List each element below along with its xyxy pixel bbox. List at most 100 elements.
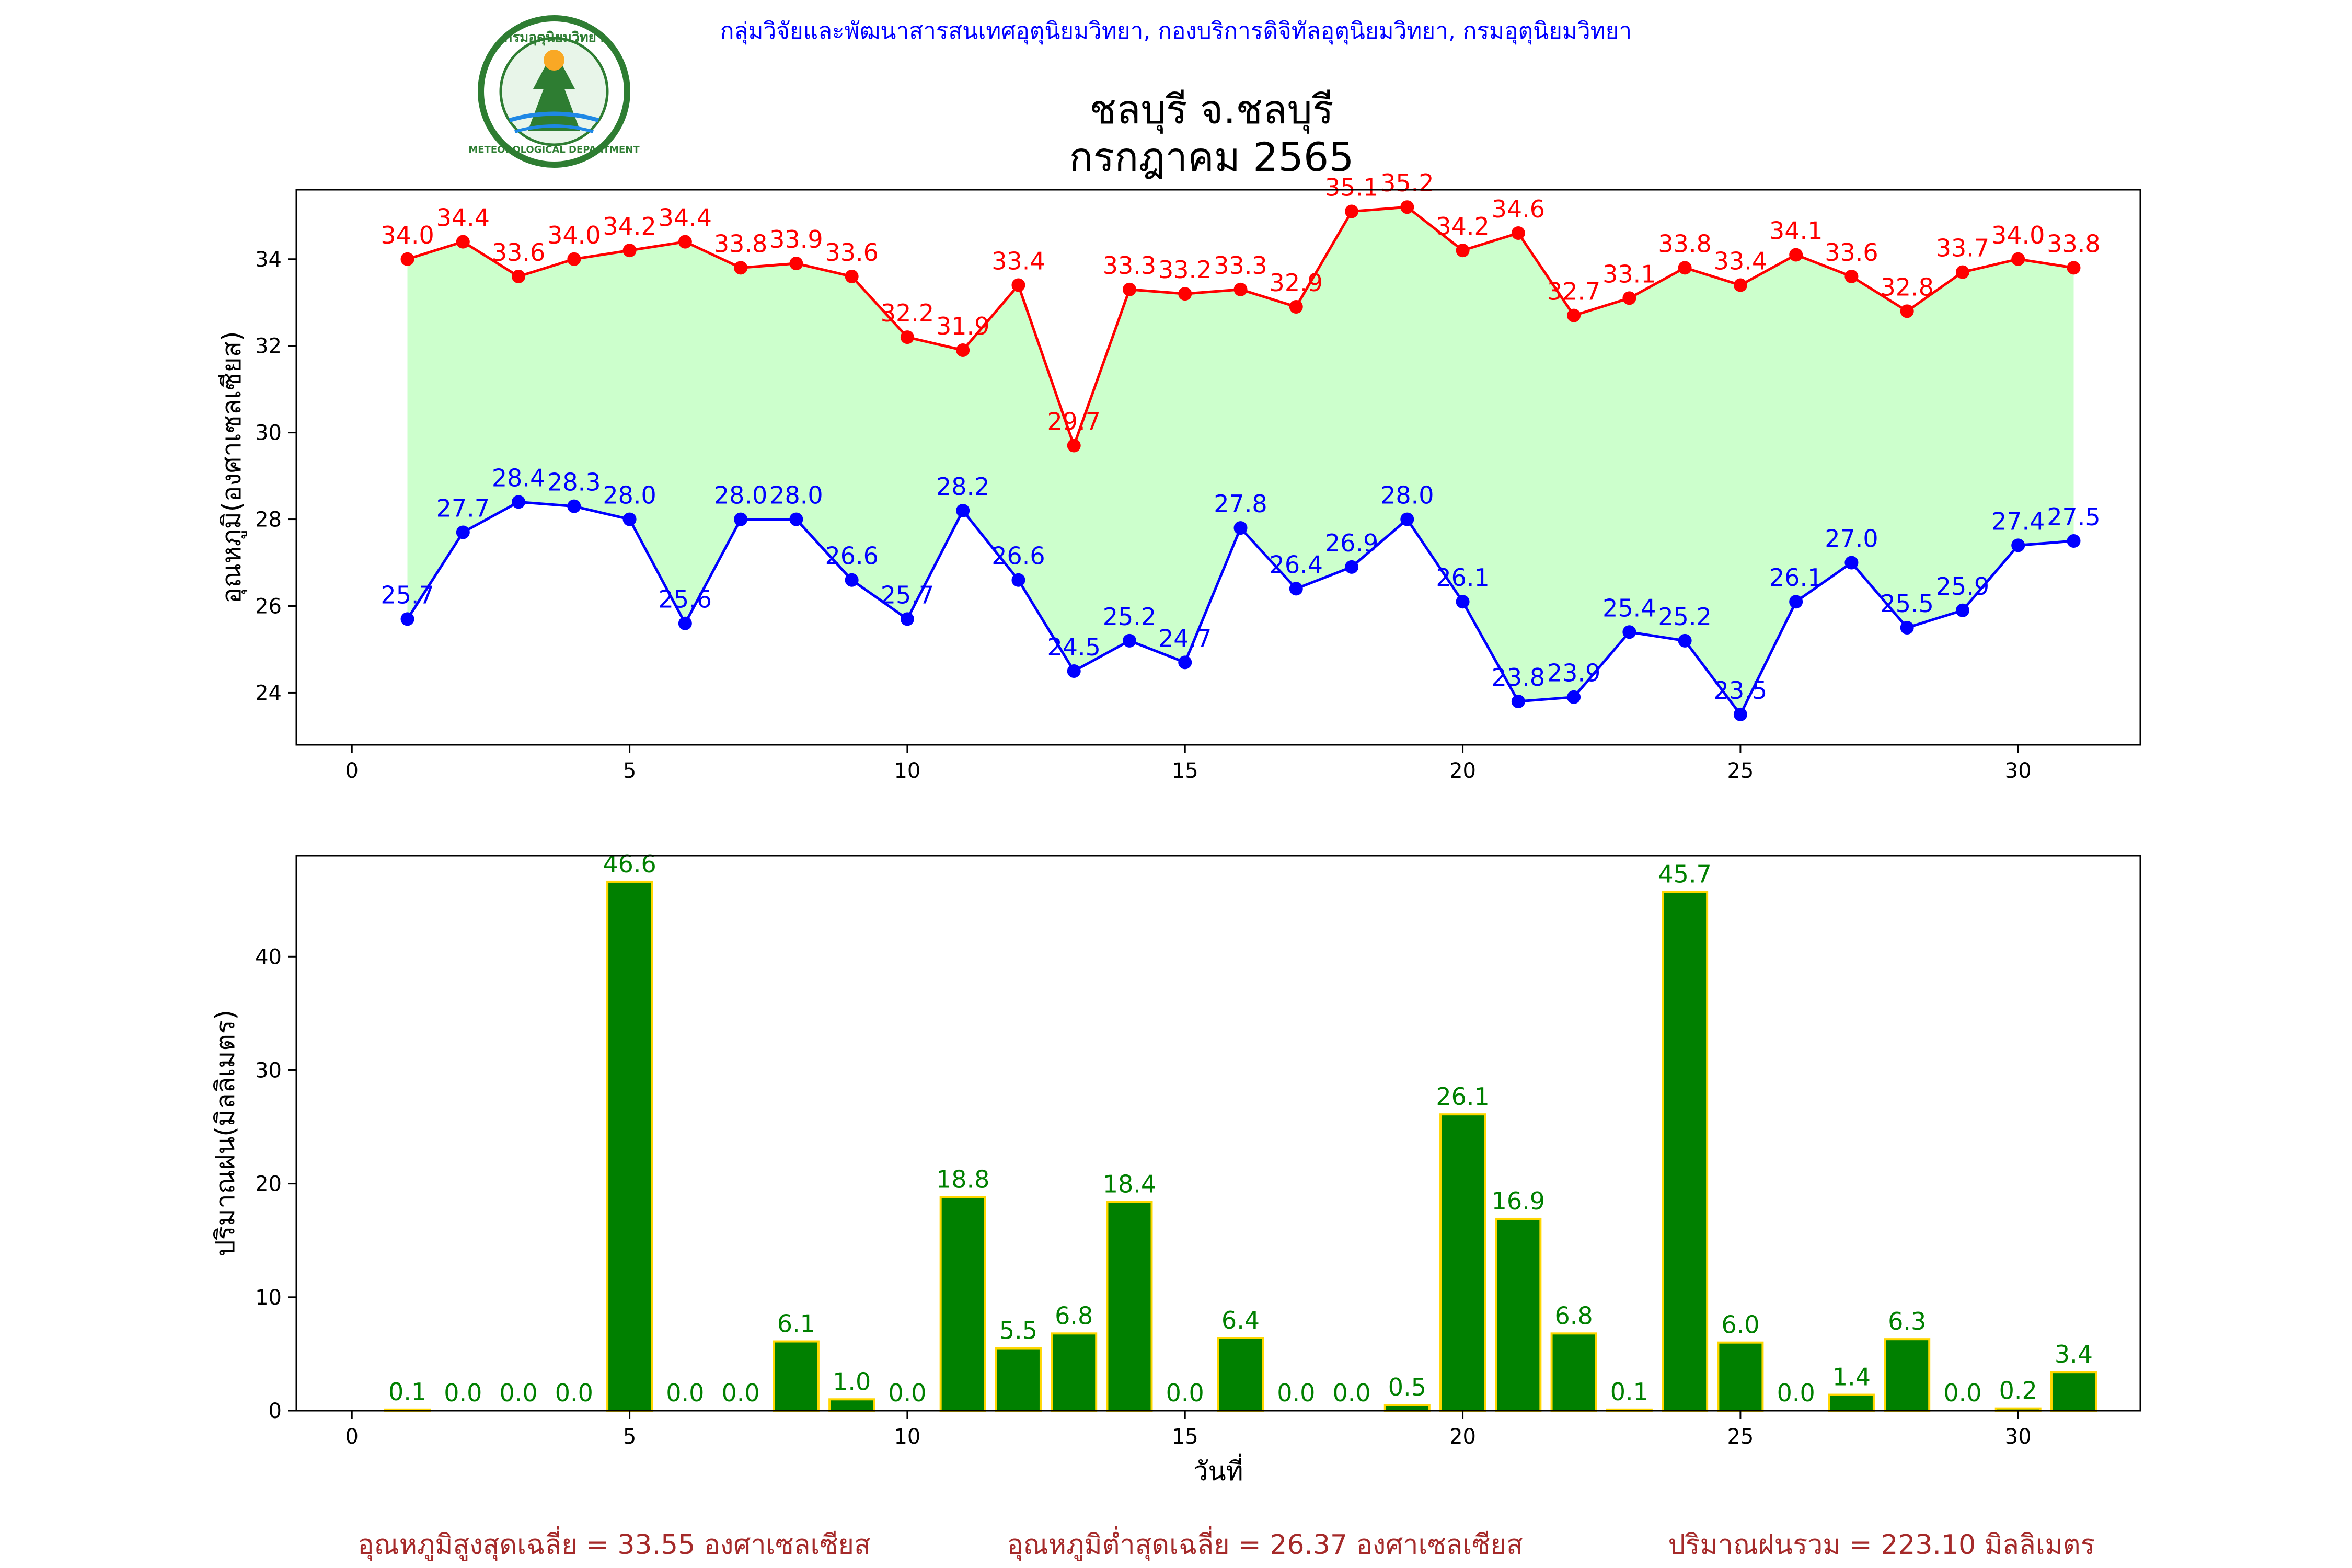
rainfall-chart: 0.1 0.0 0.0 0.0 46.6 0.0 0.0 6.1 1.0 0.0 18.8 5.5 6.…	[210, 850, 2141, 1486]
min-temperature-point	[2067, 534, 2081, 548]
max-temperature-point	[1567, 308, 1581, 322]
rainfall-bar-label: 3.4	[2055, 1340, 2093, 1368]
max-temperature-label: 33.7	[1936, 234, 1989, 262]
rainfall-bar-label: 0.0	[1277, 1379, 1315, 1407]
chart-title-line2: กรกฎาคม 2565	[1069, 134, 1354, 180]
rainfall-bar-label: 1.0	[833, 1367, 871, 1396]
max-temperature-point	[1456, 244, 1470, 258]
max-temperature-label: 33.6	[492, 238, 545, 267]
min-temperature-label: 28.2	[936, 472, 989, 501]
min-temperature-point	[1233, 521, 1248, 535]
max-temperature-label: 33.4	[991, 247, 1045, 275]
max-temperature-label: 32.9	[1270, 269, 1323, 297]
min-temperature-label: 26.9	[1325, 529, 1378, 557]
rainfall-bar	[2050, 1371, 2097, 1412]
max-temperature-label: 33.9	[769, 225, 823, 253]
temperature-x-tick-label: 20	[1449, 759, 1476, 783]
max-temperature-label: 34.1	[1769, 216, 1823, 245]
min-temperature-point	[512, 495, 526, 509]
rainfall-bar-label: 18.8	[936, 1166, 989, 1194]
rainfall-x-axis-label: วันที่	[1193, 1454, 1243, 1486]
min-temperature-point	[1900, 620, 1914, 635]
max-temperature-label: 32.8	[1880, 273, 1933, 301]
min-temperature-point	[2011, 538, 2025, 552]
max-temperature-point	[1900, 304, 1914, 318]
rainfall-bar-label: 6.8	[1055, 1301, 1093, 1330]
rainfall-bar-label: 18.4	[1103, 1170, 1156, 1198]
temperature-y-axis: 24 26 28 30 32 34	[255, 248, 296, 705]
min-temperature-point	[678, 616, 692, 630]
max-temperature-point	[1345, 204, 1359, 218]
rainfall-bar-label: 45.7	[1658, 860, 1711, 888]
max-temperature-label: 29.7	[1047, 408, 1101, 436]
max-temperature-label: 33.1	[1602, 260, 1656, 288]
max-temperature-label: 32.7	[1547, 278, 1600, 306]
rainfall-x-tick-label: 0	[345, 1425, 359, 1449]
max-temperature-point	[456, 235, 470, 249]
rainfall-bar-label: 0.0	[1332, 1379, 1370, 1407]
min-temperature-label: 26.1	[1769, 563, 1823, 592]
min-temperature-point	[1567, 690, 1581, 704]
min-temperature-point	[1789, 595, 1803, 609]
max-temperature-point	[1067, 439, 1081, 453]
rainfall-x-tick-label: 30	[2005, 1425, 2032, 1449]
max-temperature-point	[622, 244, 637, 258]
min-temperature-label: 25.5	[1880, 590, 1933, 618]
max-temperature-label: 33.3	[1103, 251, 1156, 280]
min-temperature-label: 28.4	[492, 464, 545, 492]
rainfall-bars	[384, 880, 2097, 1412]
rainfall-x-tick-label: 5	[623, 1425, 636, 1449]
min-temperature-point	[1511, 695, 1525, 709]
max-temperature-point	[512, 269, 526, 283]
min-temperature-label: 23.8	[1492, 663, 1545, 691]
temperature-y-tick-label: 24	[255, 681, 282, 705]
min-temperature-label: 25.9	[1936, 572, 1989, 601]
max-temperature-point	[956, 343, 970, 357]
rainfall-bar	[1439, 1113, 1486, 1412]
rainfall-bar	[1383, 1404, 1431, 1412]
min-temperature-point	[845, 573, 859, 587]
rainfall-bar-label: 0.0	[499, 1379, 537, 1407]
max-temperature-point	[1789, 248, 1803, 262]
rainfall-bar-label: 0.0	[555, 1379, 593, 1407]
rainfall-bar	[995, 1347, 1042, 1412]
temperature-points	[400, 200, 2081, 721]
max-temperature-label: 34.4	[436, 204, 490, 232]
min-temperature-point	[900, 612, 914, 626]
rainfall-bar	[1495, 1217, 1542, 1412]
min-temperature-label: 26.4	[1270, 550, 1323, 579]
rainfall-bar-label: 0.0	[722, 1379, 760, 1407]
max-temperature-point	[2067, 261, 2081, 275]
min-temperature-point	[1678, 633, 1692, 648]
temperature-band-area	[407, 207, 2074, 714]
temperature-y-tick-label: 28	[255, 508, 282, 532]
rainfall-x-tick-label: 10	[894, 1425, 920, 1449]
temperature-x-tick-label: 15	[1172, 759, 1198, 783]
temperature-y-tick-label: 26	[255, 595, 282, 619]
max-temperature-label: 32.2	[881, 299, 934, 327]
max-temperature-point	[1955, 265, 1969, 279]
rainfall-bar-label: 0.0	[888, 1379, 926, 1407]
max-temperature-point	[734, 261, 748, 275]
temperature-chart: 34.034.433.634.0 34.2 34.433.8 33.9 33.632.2…	[216, 169, 2141, 783]
rainfall-bar-label: 46.6	[603, 850, 656, 878]
max-temperature-point	[1233, 282, 1248, 296]
max-temperature-point	[1511, 226, 1525, 240]
temperature-x-axis: 0 5 10 15 20 25 30	[345, 745, 2032, 783]
max-temperature-point	[1844, 269, 1859, 283]
max-temperature-label: 31.9	[936, 312, 989, 340]
average-max-temperature: อุณหภูมิสูงสุดเฉลี่ย = 33.55 องศาเซลเซีย…	[358, 1526, 871, 1561]
rainfall-bar-label: 0.0	[1166, 1379, 1204, 1407]
max-temperature-label: 33.2	[1158, 256, 1212, 284]
rainfall-bar-label: 6.3	[1888, 1307, 1926, 1335]
min-temperature-label: 28.3	[547, 468, 601, 497]
total-rainfall: ปริมาณฝนรวม = 223.10 มิลลิเมตร	[1668, 1529, 2095, 1561]
min-temperature-label: 25.7	[381, 581, 434, 609]
min-temperature-label: 23.9	[1547, 659, 1600, 687]
rainfall-bar-label: 6.0	[1721, 1311, 1759, 1339]
rainfall-bar-label: 26.1	[1436, 1082, 1489, 1111]
rainfall-y-tick-label: 10	[255, 1286, 282, 1310]
min-temperature-point	[1011, 573, 1025, 587]
max-temperature-label: 33.3	[1214, 251, 1267, 280]
min-temperature-label: 26.1	[1436, 563, 1489, 592]
